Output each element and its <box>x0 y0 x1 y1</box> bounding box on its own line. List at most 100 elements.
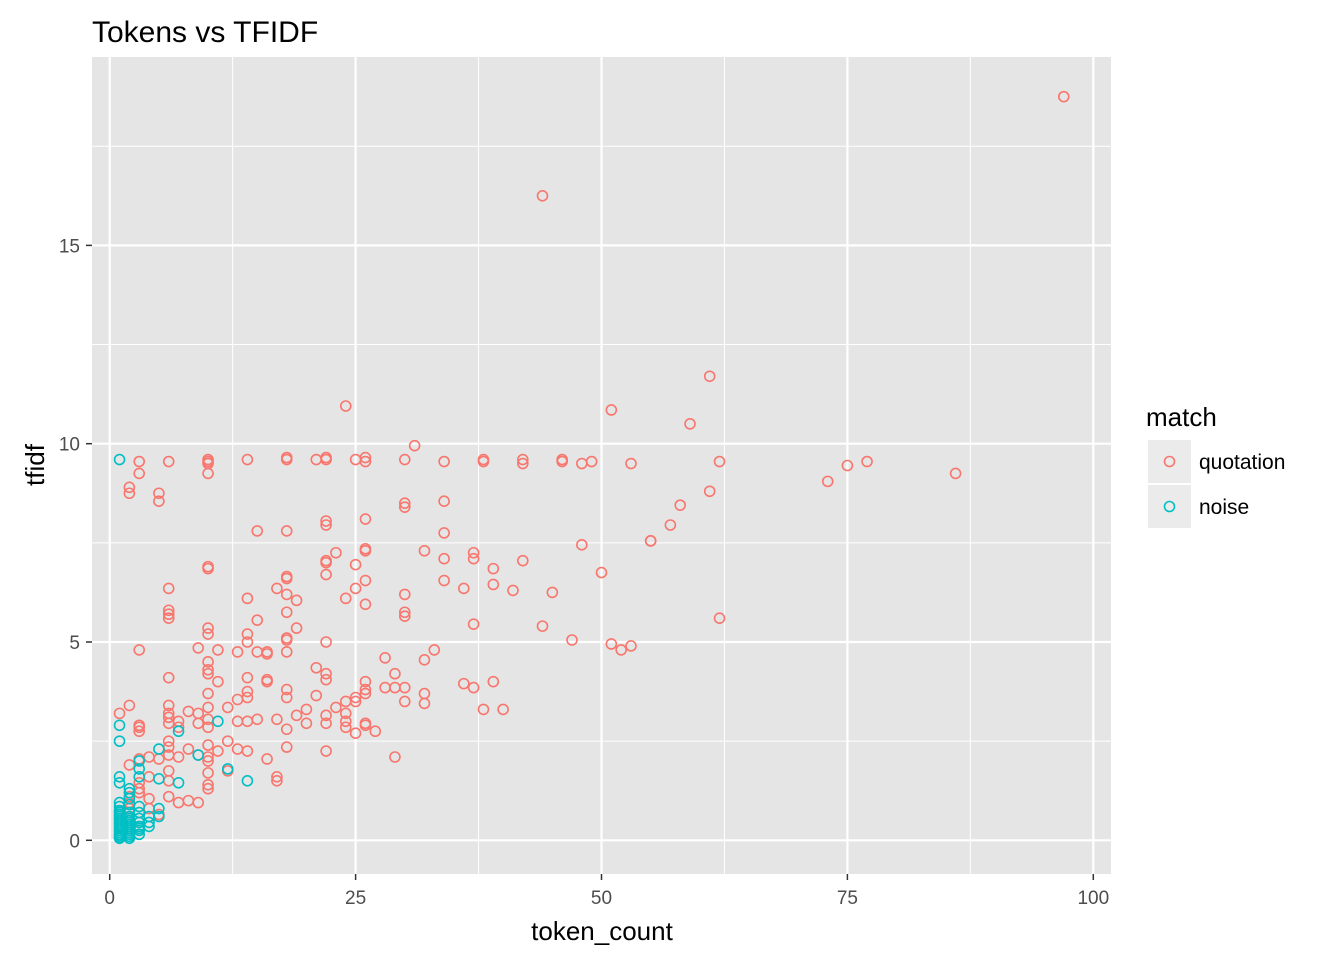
point-quotation <box>339 400 352 412</box>
point-noise <box>133 771 146 783</box>
point-quotation <box>202 778 214 791</box>
point-quotation <box>300 703 313 716</box>
point-quotation <box>162 711 175 724</box>
point-quotation <box>162 699 175 712</box>
point-quotation <box>703 485 716 498</box>
y-tick-label: 0 <box>69 831 80 852</box>
point-quotation <box>123 481 136 494</box>
point-quotation <box>536 620 549 632</box>
point-quotation <box>585 455 598 468</box>
point-quotation <box>398 606 411 619</box>
legend-marker-noise <box>1163 500 1176 513</box>
point-noise <box>133 822 146 835</box>
point-quotation <box>438 495 450 507</box>
point-quotation <box>202 667 214 680</box>
point-quotation <box>221 735 234 747</box>
point-quotation <box>251 614 264 626</box>
point-quotation <box>162 604 175 617</box>
point-quotation <box>359 455 372 468</box>
point-quotation <box>546 586 559 599</box>
point-quotation <box>713 455 726 468</box>
point-quotation <box>241 628 254 640</box>
point-quotation <box>566 634 578 646</box>
legend-title: match <box>1146 402 1217 432</box>
point-quotation <box>231 646 244 658</box>
point-quotation <box>487 562 500 575</box>
point-quotation <box>320 451 332 464</box>
point-quotation <box>320 667 332 680</box>
point-noise <box>113 771 126 783</box>
point-quotation <box>280 646 293 658</box>
point-quotation <box>359 598 372 611</box>
point-quotation <box>133 721 146 734</box>
point-quotation <box>339 592 352 605</box>
point-quotation <box>162 765 175 777</box>
point-quotation <box>202 782 214 795</box>
point-noise <box>113 806 126 819</box>
point-quotation <box>280 606 293 619</box>
legend-label-noise: noise <box>1199 496 1249 519</box>
point-noise <box>113 735 126 747</box>
point-quotation <box>280 741 293 753</box>
point-quotation <box>320 717 332 730</box>
point-quotation <box>467 552 480 565</box>
point-quotation <box>339 715 352 728</box>
point-quotation <box>467 546 480 559</box>
point-quotation <box>162 735 175 747</box>
point-quotation <box>349 727 362 740</box>
point-quotation <box>310 689 323 702</box>
point-quotation <box>467 681 480 694</box>
point-noise <box>133 828 146 841</box>
point-quotation <box>536 190 549 202</box>
point-quotation <box>202 755 214 767</box>
point-quotation <box>438 527 450 539</box>
point-quotation <box>398 497 411 509</box>
point-quotation <box>133 644 146 656</box>
point-noise <box>123 832 136 845</box>
y-axis: 0 5 10 15 <box>59 236 92 852</box>
point-quotation <box>684 418 696 430</box>
point-quotation <box>605 404 618 416</box>
point-quotation <box>261 648 273 660</box>
point-quotation <box>398 695 411 708</box>
point-quotation <box>398 501 411 513</box>
point-quotation <box>398 453 411 466</box>
legend-label-quotation: quotation <box>1199 451 1285 474</box>
point-quotation <box>320 515 332 527</box>
point-noise <box>192 749 205 761</box>
point-quotation <box>231 693 244 706</box>
y-axis-title: tfidf <box>20 443 50 486</box>
point-quotation <box>280 572 293 585</box>
point-quotation <box>192 796 205 809</box>
point-quotation <box>182 743 195 755</box>
point-quotation <box>320 636 332 648</box>
point-quotation <box>202 622 214 634</box>
point-quotation <box>517 453 529 466</box>
point-quotation <box>359 574 372 587</box>
y-tick-label: 15 <box>59 236 80 257</box>
point-quotation <box>202 701 214 714</box>
point-quotation <box>310 661 323 674</box>
point-quotation <box>576 539 588 551</box>
point-quotation <box>300 717 313 730</box>
point-quotation <box>162 455 175 468</box>
point-quotation <box>212 644 224 656</box>
point-quotation <box>162 671 175 684</box>
point-quotation <box>389 667 401 680</box>
point-quotation <box>202 560 214 573</box>
point-noise <box>123 816 136 829</box>
point-quotation <box>202 453 214 466</box>
point-noise <box>153 802 165 815</box>
series-noise <box>113 453 254 845</box>
x-tick-label: 100 <box>1077 888 1109 909</box>
point-quotation <box>162 749 175 761</box>
point-quotation <box>271 774 283 787</box>
chart-title: Tokens vs TFIDF <box>92 16 318 49</box>
point-quotation <box>271 582 283 595</box>
point-quotation <box>359 719 372 732</box>
point-quotation <box>625 640 637 652</box>
point-quotation <box>389 751 401 763</box>
point-quotation <box>674 499 686 511</box>
x-tick-label: 75 <box>837 888 858 909</box>
